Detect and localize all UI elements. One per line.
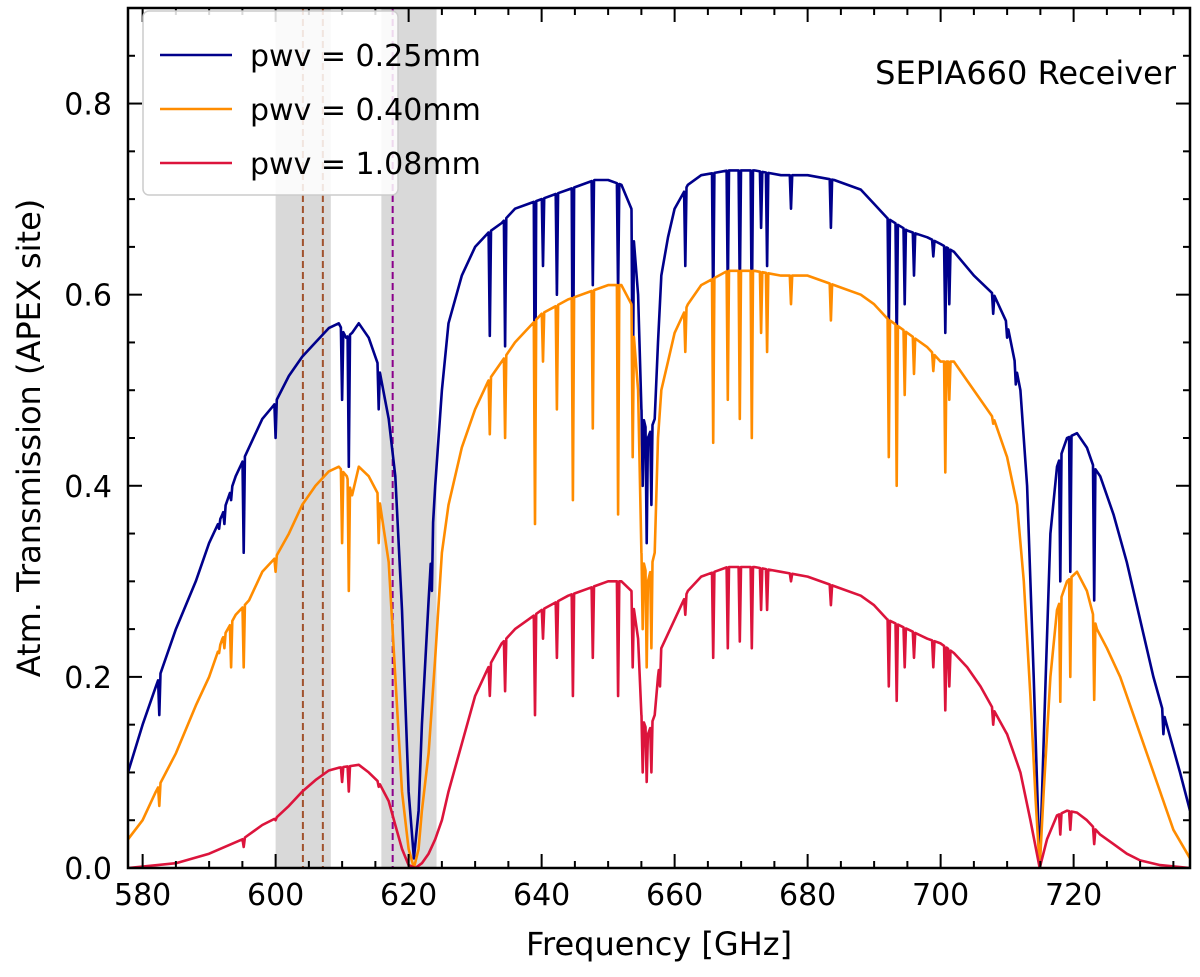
series-line-3 — [128, 565, 1190, 868]
series-line-1 — [128, 169, 1190, 868]
y-tick-label: 0.2 — [64, 661, 112, 696]
series-line-2 — [128, 269, 1190, 868]
legend: pwv = 0.25mm pwv = 0.40mm pwv = 1.08mm — [142, 10, 481, 196]
x-tick-label: 580 — [114, 878, 171, 913]
legend-box — [142, 10, 399, 196]
y-axis-label: Atm. Transmission (APEX site) — [10, 199, 48, 678]
y-tick-label: 0.4 — [64, 470, 112, 505]
chart-annotation: SEPIA660 Receiver — [875, 54, 1177, 92]
y-tick-label: 0.8 — [64, 88, 112, 123]
x-tick-label: 700 — [912, 878, 969, 913]
x-tick-label: 660 — [646, 878, 703, 913]
series-lines — [128, 169, 1190, 868]
x-axis-label: Frequency [GHz] — [526, 925, 792, 963]
x-tick-label: 720 — [1045, 878, 1102, 913]
legend-label-2: pwv = 0.40mm — [250, 93, 481, 128]
y-tick-label: 0.0 — [64, 852, 112, 887]
plot-frame — [126, 6, 1192, 870]
legend-label-3: pwv = 1.08mm — [250, 147, 481, 182]
legend-label-1: pwv = 0.25mm — [250, 39, 481, 74]
x-tick-label: 640 — [513, 878, 570, 913]
x-tick-label: 620 — [380, 878, 437, 913]
x-tick-label: 600 — [247, 878, 304, 913]
y-tick-label: 0.6 — [64, 279, 112, 314]
x-tick-label: 680 — [779, 878, 836, 913]
